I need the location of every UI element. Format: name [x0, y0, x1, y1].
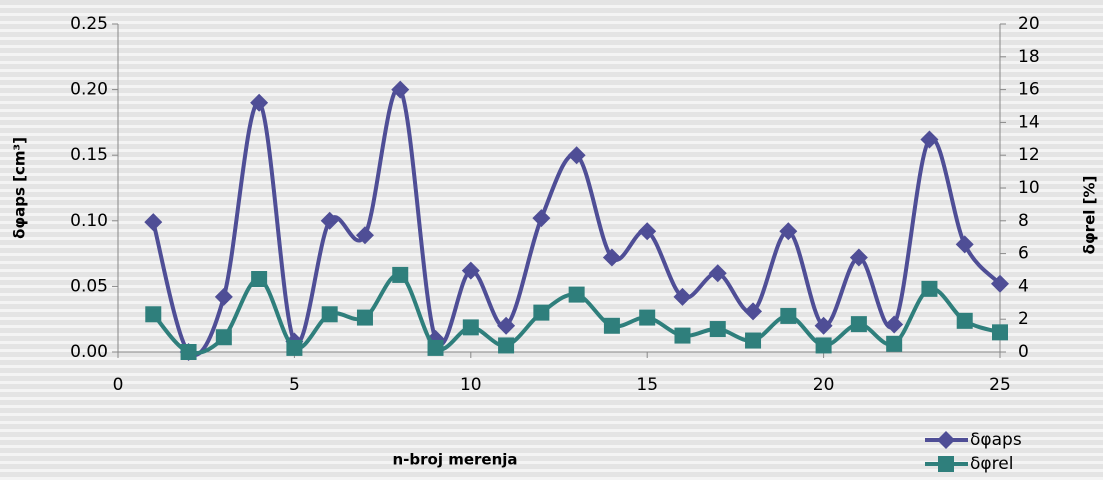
legend-marker	[938, 456, 954, 472]
marker	[708, 264, 727, 283]
marker	[427, 339, 444, 356]
y2-tick-label: 10	[1018, 178, 1040, 198]
marker	[286, 339, 303, 356]
marker	[250, 93, 269, 112]
x-axis-label: n-broj merenja	[392, 451, 517, 469]
legend-label: δφrel	[970, 454, 1013, 474]
marker	[251, 271, 268, 288]
marker	[639, 309, 656, 326]
y2-tick-label: 18	[1018, 47, 1040, 67]
y-tick-label: 0.10	[70, 211, 108, 231]
marker	[215, 329, 232, 346]
marker	[885, 315, 904, 334]
legend-marker	[937, 431, 955, 449]
marker	[392, 266, 409, 283]
y2-tick-label: 12	[1018, 145, 1040, 165]
marker	[709, 321, 726, 338]
marker	[567, 146, 586, 165]
y2-tick-label: 14	[1018, 112, 1040, 132]
y-tick-label: 0.00	[70, 342, 108, 362]
marker	[850, 316, 867, 333]
marker	[674, 327, 691, 344]
marker	[921, 280, 938, 297]
marker	[638, 222, 657, 241]
legend-label: δφaps	[970, 430, 1022, 450]
marker	[744, 302, 763, 321]
marker	[780, 307, 797, 324]
y-tick-label: 0.20	[70, 80, 108, 100]
marker	[180, 344, 197, 360]
marker	[603, 317, 620, 334]
marker	[355, 226, 374, 245]
x-tick-label: 25	[989, 375, 1011, 395]
y-tick-label: 0.05	[70, 276, 108, 296]
y2-tick-label: 20	[1018, 14, 1040, 34]
y2-tick-label: 2	[1018, 309, 1029, 329]
x-tick-label: 10	[460, 375, 482, 395]
marker	[145, 306, 162, 323]
marker	[356, 309, 373, 326]
marker	[214, 287, 233, 306]
marker	[955, 235, 974, 254]
marker	[320, 211, 339, 230]
y2-tick-label: 4	[1018, 276, 1029, 296]
marker	[532, 209, 551, 228]
marker	[461, 261, 480, 280]
marker	[992, 324, 1008, 341]
marker	[568, 286, 585, 303]
y-axis-label: δφaps [cm³]	[11, 137, 29, 239]
y2-tick-label: 0	[1018, 342, 1029, 362]
marker	[533, 304, 550, 321]
y-tick-label: 0.15	[70, 145, 108, 165]
marker	[849, 248, 868, 267]
y2-tick-label: 16	[1018, 80, 1040, 100]
marker	[498, 337, 515, 354]
x-tick-label: 0	[113, 375, 124, 395]
marker	[815, 337, 832, 354]
marker	[391, 80, 410, 99]
y2-tick-label: 8	[1018, 211, 1029, 231]
marker	[956, 312, 973, 329]
marker	[602, 248, 621, 267]
marker	[920, 130, 939, 149]
series-line	[151, 86, 1002, 358]
x-tick-label: 5	[289, 375, 300, 395]
y2-tick-label: 6	[1018, 244, 1029, 264]
marker	[673, 287, 692, 306]
x-tick-label: 15	[636, 375, 658, 395]
y-tick-label: 0.25	[70, 14, 108, 34]
marker	[321, 306, 338, 323]
marker	[497, 316, 516, 335]
marker	[462, 319, 479, 336]
marker	[814, 316, 833, 335]
marker	[886, 335, 903, 352]
marker	[779, 222, 798, 241]
marker	[144, 213, 163, 232]
marker	[991, 274, 1009, 293]
x-tick-label: 20	[813, 375, 835, 395]
marker	[745, 332, 762, 349]
y2-axis-label: δφrel [%]	[1081, 176, 1099, 255]
